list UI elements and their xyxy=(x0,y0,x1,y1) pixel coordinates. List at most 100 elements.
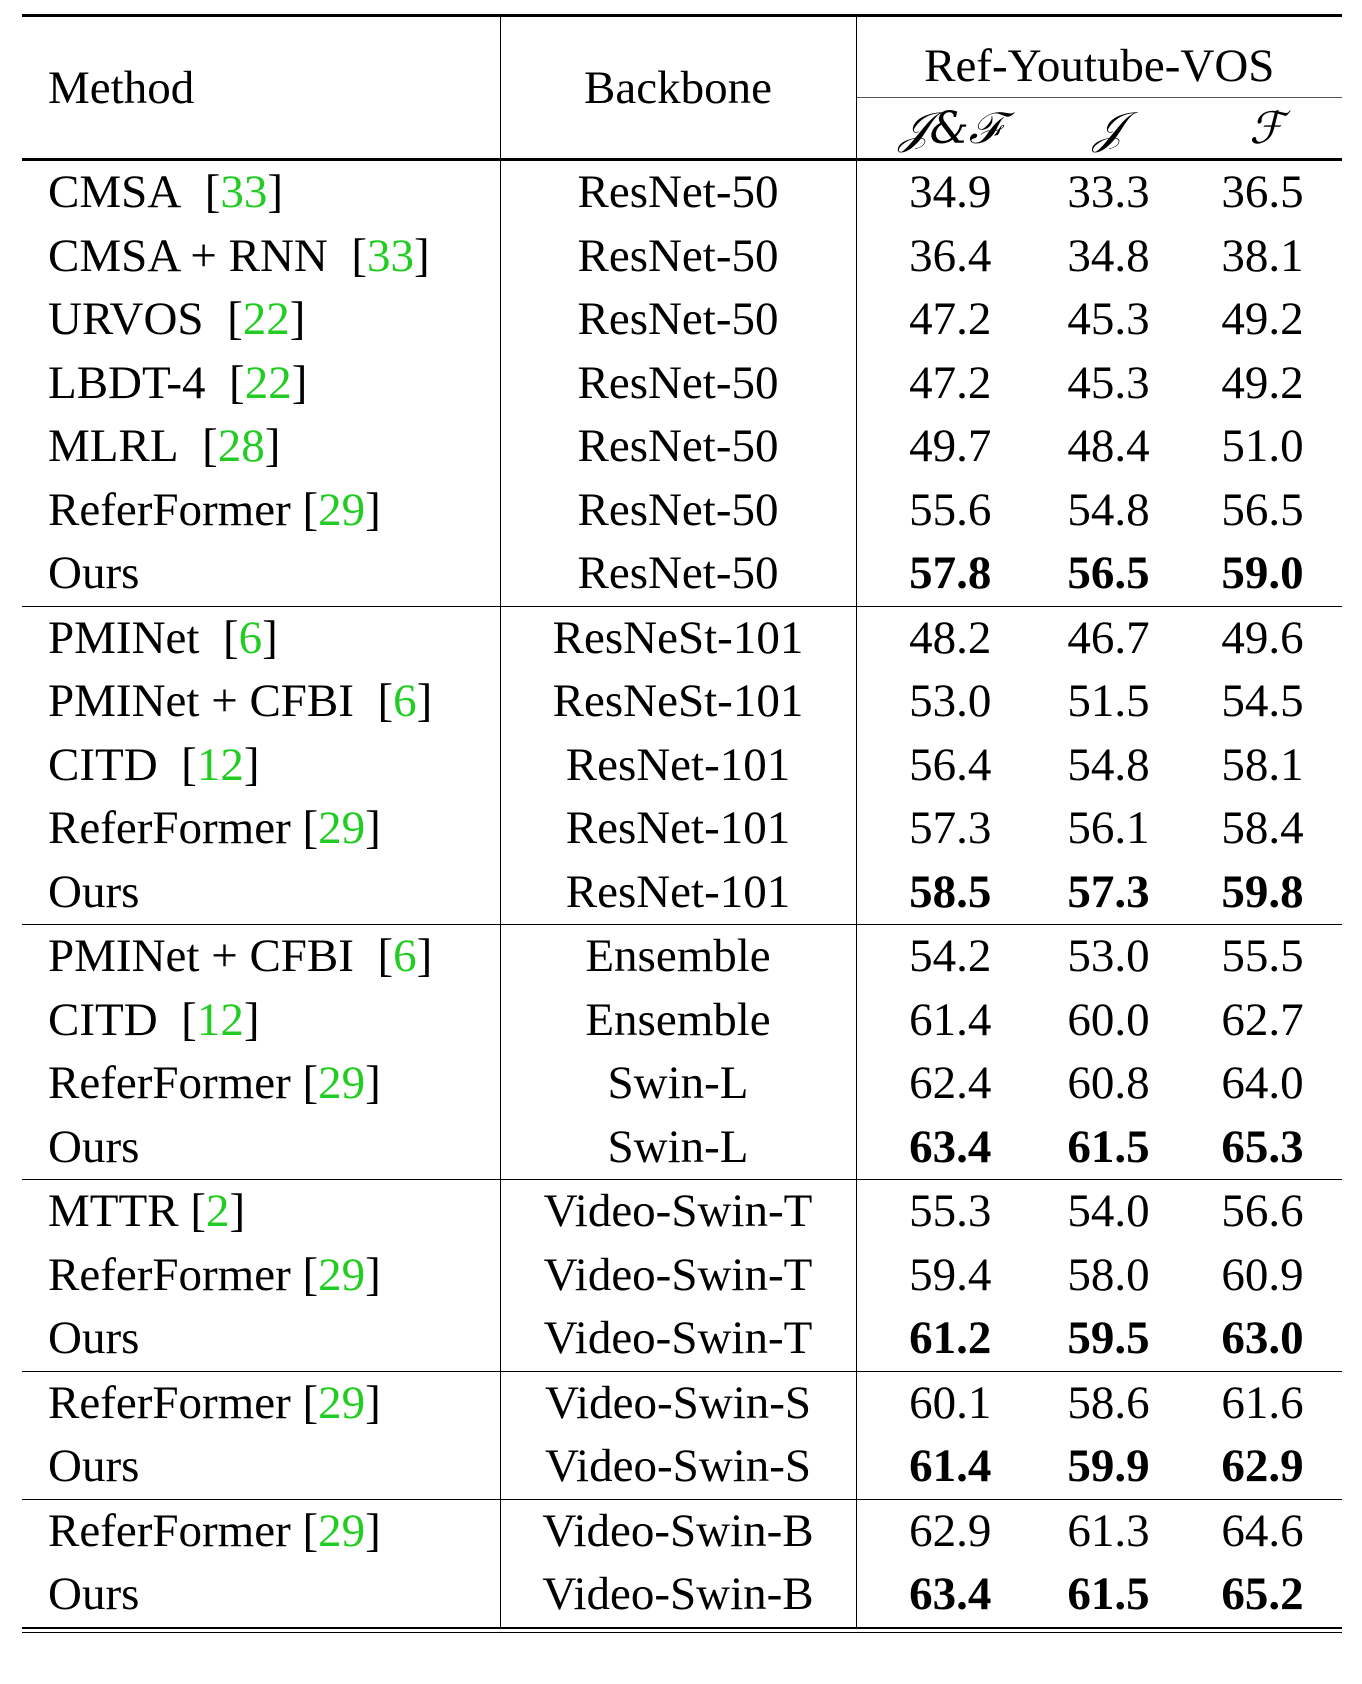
method-cell: Ours xyxy=(22,1115,501,1180)
method-cell: PMINet + CFBI [6] xyxy=(22,924,501,989)
method-cell: Ours xyxy=(22,1307,501,1371)
j-value: 51.5 xyxy=(1067,675,1150,727)
header-metric-f: ℱ xyxy=(1249,102,1284,154)
citation-link[interactable]: 33 xyxy=(220,166,268,218)
table-row: MTTR [2] Video-Swin-T 55.3 54.0 56.6 xyxy=(22,1179,1343,1244)
j-value: 54.0 xyxy=(1026,1179,1191,1244)
method-name: CITD xyxy=(48,738,158,791)
jf-value: 58.5 xyxy=(909,865,992,918)
method-cell: ReferFormer [29] xyxy=(22,478,501,542)
method-name: ReferFormer xyxy=(48,1057,291,1109)
j-value: 33.3 xyxy=(1067,166,1150,218)
table-row: ReferFormer [29] ResNet-101 57.3 56.1 58.4 xyxy=(22,797,1342,861)
method-cell: PMINet + CFBI [6] xyxy=(22,670,501,734)
table-row: MLRL [28] ResNet-50 49.7 48.4 51.0 xyxy=(22,415,1342,479)
f-value: 60.9 xyxy=(1221,1248,1304,1301)
j-value: 54.8 xyxy=(1067,738,1150,791)
table-row: ReferFormer [29] Swin-L 62.4 60.8 64.0 xyxy=(22,1052,1342,1116)
method-name: CITD xyxy=(48,993,158,1046)
citation-link[interactable]: 22 xyxy=(244,356,292,409)
j-value: 61.5 xyxy=(1067,1120,1150,1173)
table-body: CMSA [33] ResNet-50 34.9 33.3 36.5 CMSA + RNN… xyxy=(22,161,1343,1627)
table-row: Ours Swin-L 63.4 61.5 65.3 xyxy=(22,1115,1342,1180)
table-row: PMINet [6] ResNeSt-101 48.2 46.7 49.6 xyxy=(22,605,1343,670)
jf-value: 53.0 xyxy=(909,675,992,727)
method-cell: Ours xyxy=(22,1435,501,1499)
f-value: 56.5 xyxy=(1221,483,1304,536)
method-cell: ReferFormer [29] xyxy=(22,1498,501,1563)
j-value: 59.9 xyxy=(1067,1440,1150,1492)
table-row: Ours Video-Swin-B 63.4 61.5 65.2 xyxy=(22,1563,1342,1627)
jf-value: 36.4 xyxy=(909,229,992,282)
jf-value: 59.4 xyxy=(909,1248,992,1301)
citation-link[interactable]: 33 xyxy=(367,229,415,282)
table-row: CITD [12] ResNet-101 56.4 54.8 58.1 xyxy=(22,733,1342,797)
backbone-cell: ResNet-101 xyxy=(500,797,857,861)
method-cell: ReferFormer [29] xyxy=(22,797,501,861)
header-method: Method xyxy=(22,17,501,160)
method-name: PMINet + CFBI xyxy=(48,675,354,727)
j-value: 58.6 xyxy=(1026,1370,1191,1435)
backbone-cell: Video-Swin-B xyxy=(500,1563,857,1627)
header-metric-j: 𝒥 xyxy=(1093,102,1124,154)
backbone-cell: Video-Swin-T xyxy=(500,1243,857,1307)
j-value: 34.8 xyxy=(1067,229,1150,282)
method-cell: LBDT-4 [22] xyxy=(22,351,501,415)
table-row: PMINet + CFBI [6] ResNeSt-101 53.0 51.5 54.5 xyxy=(22,670,1342,734)
citation-link[interactable]: 29 xyxy=(318,802,366,854)
jf-value: 62.9 xyxy=(856,1498,1026,1563)
f-value: 55.5 xyxy=(1191,924,1343,989)
jf-value: 61.4 xyxy=(909,993,992,1046)
table-row: Ours ResNet-50 57.8 56.5 59.0 xyxy=(22,542,1342,606)
j-value: 45.3 xyxy=(1067,356,1150,409)
f-value: 49.2 xyxy=(1221,293,1304,345)
method-name: Ours xyxy=(48,1312,140,1364)
f-value: 49.2 xyxy=(1221,356,1304,409)
top-rule xyxy=(22,14,1342,17)
citation-link[interactable]: 22 xyxy=(242,293,290,345)
method-name: PMINet + CFBI xyxy=(48,930,354,982)
jf-value: 60.1 xyxy=(856,1370,1026,1435)
table-row: PMINet + CFBI [6] Ensemble 54.2 53.0 55.5 xyxy=(22,924,1343,989)
backbone-cell: ResNet-50 xyxy=(500,478,857,542)
table-row: Ours ResNet-101 58.5 57.3 59.8 xyxy=(22,860,1342,925)
citation-link[interactable]: 6 xyxy=(393,930,417,982)
method-name: MLRL xyxy=(48,420,179,472)
j-value: 57.3 xyxy=(1067,865,1150,918)
table-row: Ours Video-Swin-T 61.2 59.5 63.0 xyxy=(22,1307,1342,1371)
jf-value: 55.6 xyxy=(909,483,992,536)
method-name: ReferFormer xyxy=(48,1376,291,1429)
citation-link[interactable]: 29 xyxy=(318,1248,366,1301)
method-cell: Ours xyxy=(22,542,501,606)
f-value: 62.7 xyxy=(1221,993,1304,1046)
jf-value: 62.4 xyxy=(909,1057,992,1109)
method-name: Ours xyxy=(48,1120,140,1173)
f-value: 54.5 xyxy=(1221,675,1304,727)
comparison-table: Method Backbone Ref-Youtube-VOS 𝒥&ℱ 𝒥 ℱ … xyxy=(22,17,1343,1627)
f-value: 59.8 xyxy=(1221,865,1304,918)
j-value: 59.5 xyxy=(1067,1312,1150,1364)
method-cell: ReferFormer [29] xyxy=(22,1052,501,1116)
citation-link[interactable]: 2 xyxy=(205,1185,230,1237)
citation-link[interactable]: 12 xyxy=(196,993,244,1046)
backbone-cell: ResNet-50 xyxy=(500,351,857,415)
method-cell: Ours xyxy=(22,1563,501,1627)
citation-link[interactable]: 6 xyxy=(238,611,263,664)
header-backbone: Backbone xyxy=(500,17,857,160)
method-cell: URVOS [22] xyxy=(22,288,501,352)
citation-link[interactable]: 29 xyxy=(318,1376,366,1429)
table-row: ReferFormer [29] ResNet-50 55.6 54.8 56.5 xyxy=(22,478,1342,542)
backbone-cell: ResNet-101 xyxy=(500,733,857,797)
f-value: 51.0 xyxy=(1221,420,1304,472)
citation-link[interactable]: 28 xyxy=(217,420,265,472)
table-row: ReferFormer [29] Video-Swin-S 60.1 58.6 61.6 xyxy=(22,1370,1343,1435)
f-value: 65.2 xyxy=(1221,1568,1304,1620)
method-name: PMINet xyxy=(48,611,200,664)
method-cell: PMINet [6] xyxy=(22,605,501,670)
backbone-cell: Ensemble xyxy=(500,924,857,989)
citation-link[interactable]: 29 xyxy=(318,483,366,536)
citation-link[interactable]: 29 xyxy=(318,1504,366,1557)
citation-link[interactable]: 29 xyxy=(318,1057,366,1109)
citation-link[interactable]: 6 xyxy=(393,675,417,727)
citation-link[interactable]: 12 xyxy=(196,738,244,791)
